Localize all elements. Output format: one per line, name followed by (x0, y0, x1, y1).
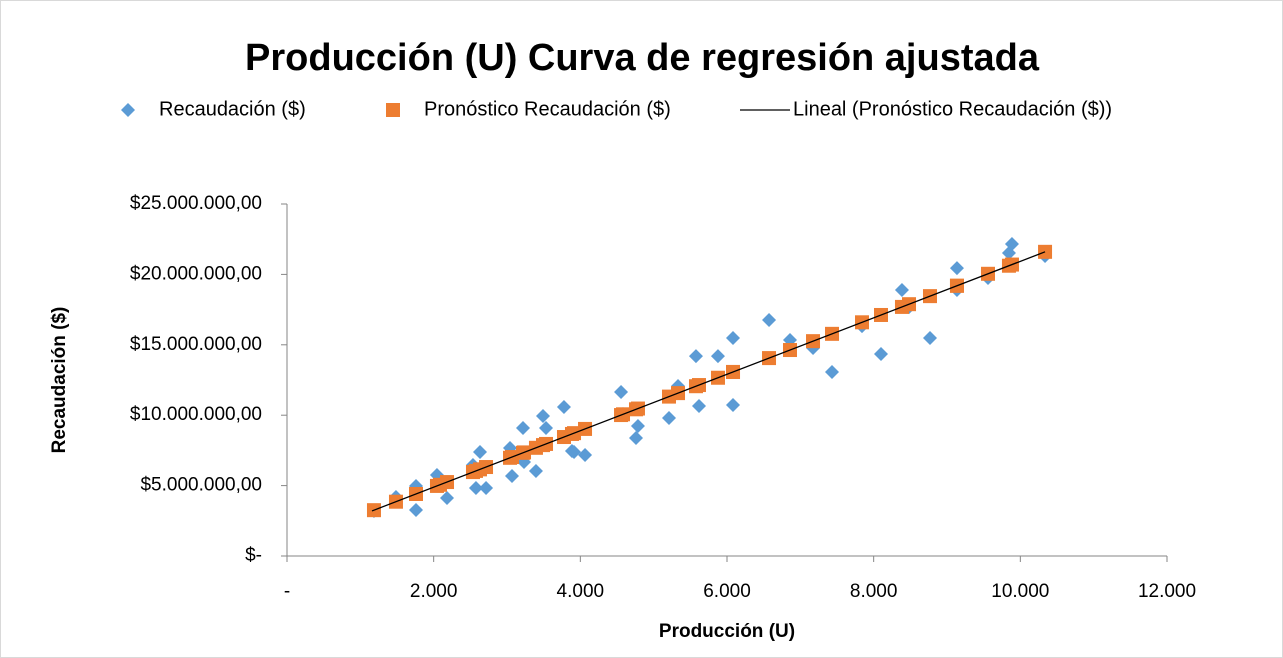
point (567, 444, 582, 459)
y-tick-label: $10.000.000,00 (130, 404, 262, 425)
y-axis-label: Recaudación ($) (49, 307, 70, 454)
x-tick-label: 2.000 (410, 581, 458, 602)
legend-label: Lineal (Pronóstico Recaudación ($)) (793, 98, 1112, 120)
point (726, 398, 741, 413)
point (874, 346, 888, 361)
y-tick-label: $15.000.000,00 (130, 334, 262, 355)
x-tick-label: 12.000 (1138, 581, 1196, 602)
point (408, 502, 423, 517)
legend-marker (121, 103, 135, 117)
point (578, 448, 593, 463)
x-axis-label: Producción (U) (659, 621, 795, 642)
chart-title: Producción (U) Curva de regresión ajusta… (245, 37, 1040, 79)
x-tick-label: 4.000 (557, 581, 605, 602)
x-tick-label: - (284, 581, 290, 602)
x-tick-label: 10.000 (991, 581, 1049, 602)
y-tick-label: $5.000.000,00 (140, 475, 262, 496)
legend-marker (386, 103, 400, 117)
point (536, 409, 551, 424)
legend-label: Pronóstico Recaudación ($) (424, 98, 671, 120)
point (949, 261, 964, 276)
point (661, 411, 676, 426)
point (468, 480, 483, 495)
trend-line (371, 251, 1046, 512)
point (894, 283, 909, 298)
point (628, 431, 643, 446)
point (473, 444, 488, 459)
point (762, 313, 777, 328)
point (825, 364, 840, 379)
point (556, 400, 571, 415)
y-tick-label: $20.000.000,00 (130, 263, 262, 284)
point (528, 463, 543, 478)
point (539, 421, 554, 436)
y-tick-label: $25.000.000,00 (130, 193, 262, 214)
point (726, 331, 741, 346)
x-tick-label: 8.000 (850, 581, 898, 602)
point (710, 349, 725, 364)
point (614, 384, 629, 399)
legend-label: Recaudación ($) (159, 98, 306, 120)
point (630, 419, 645, 434)
point (504, 469, 519, 484)
point (922, 331, 937, 346)
point (479, 480, 494, 495)
point (691, 399, 706, 414)
point (440, 490, 455, 505)
point (515, 421, 530, 436)
y-tick-label: $- (245, 545, 262, 566)
point (688, 349, 703, 364)
x-tick-label: 6.000 (703, 581, 751, 602)
point (1004, 236, 1019, 251)
